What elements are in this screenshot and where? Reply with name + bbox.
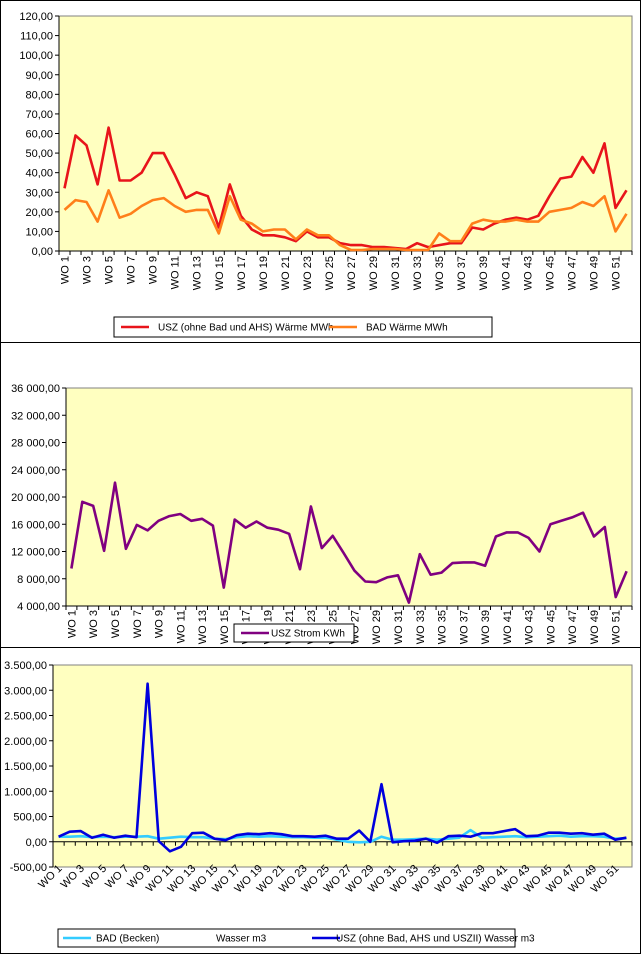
y-tick-label: 100,00 xyxy=(19,50,53,62)
x-tick-label: WO 47 xyxy=(566,256,578,290)
chart-wasser: -500,00 0,00 500,00 1.000,00 1.500,00 2.000,0… xyxy=(4,660,633,948)
x-tick-label: WO 43 xyxy=(524,610,536,644)
x-tick-label: WO 11 xyxy=(170,256,182,289)
y-tick-label: 40,00 xyxy=(25,168,53,180)
x-tick-label: WO 51 xyxy=(610,256,622,290)
legend-label-1: BAD (Becken) xyxy=(96,934,159,945)
legend-label-2: BAD Wärme MWh xyxy=(366,323,448,334)
x-tick-label: WO 25 xyxy=(324,256,336,290)
legend xyxy=(113,316,493,338)
x-tick-label: WO 5 xyxy=(110,610,122,638)
y-tick-label: 80,00 xyxy=(25,89,53,101)
legend-label-2: USZ (ohne Bad, AHS und USZII) Wasser m3 xyxy=(336,934,535,945)
chart-panel-strom: 4 000,00 8 000,00 12 000,00 16 000,00 20 000… xyxy=(0,342,641,649)
y-tick-label: 70,00 xyxy=(25,109,53,121)
x-tick-label: WO 45 xyxy=(544,256,556,290)
chart-panel-waerme: 0,00 10,00 20,00 30,00 40,00 50,00 60,00 70,00 8… xyxy=(0,0,641,344)
x-tick-label: WO 23 xyxy=(302,256,314,290)
x-tick-label: WO 9 xyxy=(148,256,160,284)
y-tick-label: 1.000,00 xyxy=(4,786,47,798)
series-line-2 xyxy=(58,682,627,853)
x-tick-label: WO 45 xyxy=(545,610,557,644)
x-tick-label: WO 37 xyxy=(458,610,470,644)
x-tick-label: WO 43 xyxy=(522,256,534,290)
y-tick-label: 0,00 xyxy=(32,246,53,258)
x-tick-label: WO 51 xyxy=(611,610,623,644)
legend-label-1: USZ (ohne Bad und AHS) Wärme MWh xyxy=(158,323,334,334)
x-tick-label: WO 11 xyxy=(175,610,187,643)
x-tick-label: WO 41 xyxy=(502,610,514,644)
x-tick-label: WO 15 xyxy=(219,610,231,644)
x-tick-label: WO 33 xyxy=(415,610,427,644)
x-tick-label: WO 35 xyxy=(437,610,449,644)
legend xyxy=(233,623,355,643)
x-tick-label: WO 35 xyxy=(434,256,446,290)
y-tick-label: 4 000,00 xyxy=(17,601,60,613)
y-tick-label: 24 000,00 xyxy=(11,465,60,477)
x-tick-label: WO 41 xyxy=(500,256,512,290)
y-tick-label: 2.000,00 xyxy=(4,736,47,748)
y-tick-label: 12 000,00 xyxy=(11,547,60,559)
series-line-2 xyxy=(63,189,628,252)
x-tick-label: WO 29 xyxy=(368,256,380,290)
y-tick-label: 3.000,00 xyxy=(4,685,47,697)
legend xyxy=(57,928,516,948)
chart-waerme: 0,00 10,00 20,00 30,00 40,00 50,00 60,00 70,00 8… xyxy=(19,11,633,338)
chart-strom: 4 000,00 8 000,00 12 000,00 16 000,00 20 000… xyxy=(11,383,633,644)
x-tick-label: WO 39 xyxy=(478,256,490,290)
x-tick-label: WO 7 xyxy=(126,256,138,284)
x-tick-label: WO 15 xyxy=(214,256,226,290)
y-tick-label: 20 000,00 xyxy=(11,492,60,504)
x-tick-label: WO 1 xyxy=(66,610,78,638)
x-tick-label: WO 27 xyxy=(346,256,358,290)
y-tick-label: 60,00 xyxy=(25,129,53,141)
x-tick-label: WO 21 xyxy=(280,256,292,290)
x-tick-label: WO 19 xyxy=(258,256,270,290)
y-tick-label: -500,00 xyxy=(10,862,47,874)
x-tick-label: WO 1 xyxy=(60,256,72,284)
y-tick-label: 30,00 xyxy=(25,187,53,199)
x-tick-label: WO 49 xyxy=(588,256,600,290)
y-tick-label: 8 000,00 xyxy=(17,574,60,586)
y-tick-label: 20,00 xyxy=(25,207,53,219)
y-tick-label: 1.500,00 xyxy=(4,761,47,773)
plot-area xyxy=(58,15,633,252)
x-tick-label: WO 3 xyxy=(88,610,100,638)
y-tick-label: 90,00 xyxy=(25,70,53,82)
series-line-1 xyxy=(70,481,628,604)
x-tick-label: WO 31 xyxy=(393,610,405,644)
y-tick-label: 110,00 xyxy=(20,31,53,43)
y-tick-label: 0,00 xyxy=(26,837,47,849)
y-tick-label: 2.500,00 xyxy=(4,711,47,723)
chart-panel-wasser: -500,00 0,00 500,00 1.000,00 1.500,00 2.000,0… xyxy=(0,647,641,954)
y-tick-label: 500,00 xyxy=(13,812,47,824)
x-tick-label: WO 5 xyxy=(104,256,116,284)
plot-area xyxy=(65,387,633,607)
x-tick-label: WO 13 xyxy=(197,610,209,644)
legend-label-extra: Wasser m3 xyxy=(216,934,267,945)
y-tick-label: 50,00 xyxy=(25,148,53,160)
x-tick-label: WO 29 xyxy=(371,610,383,644)
y-tick-label: 3.500,00 xyxy=(4,660,47,672)
x-tick-label: WO 31 xyxy=(390,256,402,290)
y-tick-label: 10,00 xyxy=(25,226,53,238)
x-tick-label: WO 39 xyxy=(480,610,492,644)
legend-label-1: USZ Strom KWh xyxy=(271,629,345,640)
x-tick-label: WO 3 xyxy=(82,256,94,284)
y-tick-label: 120,00 xyxy=(19,11,53,23)
series-line-1 xyxy=(63,126,628,251)
x-tick-label: WO 9 xyxy=(154,610,166,638)
y-tick-label: 32 000,00 xyxy=(11,410,60,422)
y-tick-label: 16 000,00 xyxy=(11,519,60,531)
x-tick-label: WO 37 xyxy=(456,256,468,290)
y-tick-label: 36 000,00 xyxy=(11,383,60,395)
x-tick-label: WO 7 xyxy=(132,610,144,638)
x-tick-label: WO 47 xyxy=(567,610,579,644)
x-tick-label: WO 13 xyxy=(192,256,204,290)
x-tick-label: WO 33 xyxy=(412,256,424,290)
x-tick-label: WO 49 xyxy=(589,610,601,644)
x-tick-label: WO 17 xyxy=(236,256,248,290)
y-tick-label: 28 000,00 xyxy=(11,438,60,450)
